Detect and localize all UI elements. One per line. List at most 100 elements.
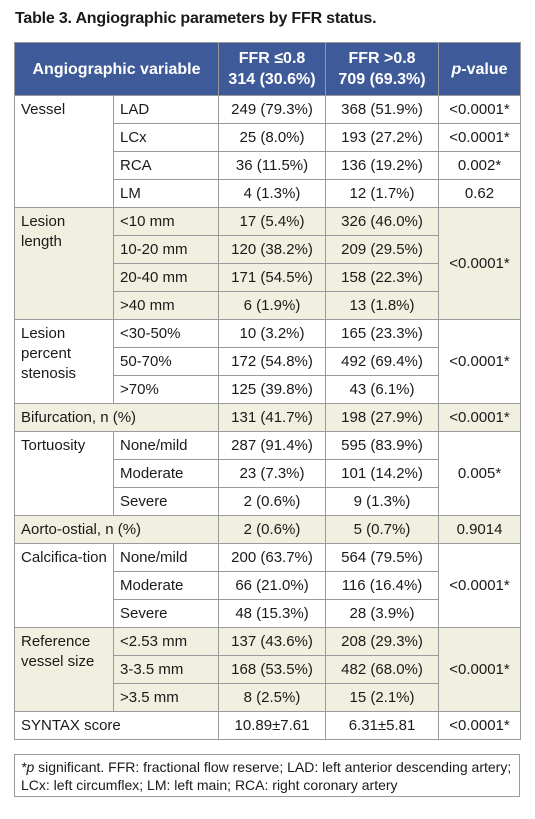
ffr-high-cell: 15 (2.1%) bbox=[325, 683, 440, 712]
p-value-cell: <0.0001* bbox=[438, 403, 522, 432]
ffr-low-cell: 8 (2.5%) bbox=[218, 683, 327, 712]
ffr-low-cell: 4 (1.3%) bbox=[218, 179, 327, 208]
group-label-lesion-length: Lesion length bbox=[14, 207, 114, 320]
ffr-low-cell: 200 (63.7%) bbox=[218, 543, 327, 572]
ffr-high-cell: 9 (1.3%) bbox=[325, 487, 440, 516]
header-p-value: p-value bbox=[438, 42, 522, 96]
subcategory-cell: Severe bbox=[112, 599, 220, 628]
subcategory-cell: >3.5 mm bbox=[112, 683, 220, 712]
ffr-high-cell: 492 (69.4%) bbox=[325, 347, 440, 376]
p-value-cell: <0.0001* bbox=[438, 319, 522, 404]
header-row: Angiographic variable FFR ≤0.8 314 (30.6%… bbox=[13, 42, 522, 96]
ffr-low-cell: 25 (8.0%) bbox=[218, 123, 327, 152]
subcategory-cell: LM bbox=[112, 179, 220, 208]
header-variable: Angiographic variable bbox=[13, 42, 220, 96]
ffr-high-cell: 136 (19.2%) bbox=[325, 151, 440, 180]
subcategory-cell: 10-20 mm bbox=[112, 235, 220, 264]
table-footnote: *p significant. FFR: fractional flow res… bbox=[14, 754, 520, 797]
subcategory-cell: <30-50% bbox=[112, 319, 220, 348]
subcategory-cell: <10 mm bbox=[112, 207, 220, 236]
table-row: 10-20 mm 120 (38.2%) 209 (29.5%) bbox=[15, 235, 521, 264]
subcategory-cell: None/mild bbox=[112, 431, 220, 460]
ffr-high-cell: 208 (29.3%) bbox=[325, 627, 440, 656]
ffr-low-cell: 171 (54.5%) bbox=[218, 263, 327, 292]
ffr-low-cell: 249 (79.3%) bbox=[218, 95, 327, 124]
ffr-high-cell: 28 (3.9%) bbox=[325, 599, 440, 628]
p-value-cell: <0.0001* bbox=[438, 123, 522, 152]
table-row: Vessel LAD 249 (79.3%) 368 (51.9%) <0.0001* bbox=[14, 95, 522, 208]
table-row: Severe 48 (15.3%) 28 (3.9%) bbox=[15, 599, 521, 628]
ffr-low-cell: 10 (3.2%) bbox=[218, 319, 327, 348]
subcategory-cell: >70% bbox=[112, 375, 220, 404]
table-row: SYNTAX score 10.89±7.61 6.31±5.81 <0.0001* bbox=[13, 711, 522, 740]
header-ffr-low: FFR ≤0.8 314 (30.6%) bbox=[218, 42, 327, 96]
ffr-low-cell: 6 (1.9%) bbox=[218, 291, 327, 320]
ffr-low-cell: 36 (11.5%) bbox=[218, 151, 327, 180]
subcategory-cell: LAD bbox=[112, 95, 220, 124]
group-label-tortuosity: Tortuosity bbox=[14, 431, 114, 516]
p-value-cell: 0.005* bbox=[438, 431, 522, 516]
row-label-bifurcation-n: Bifurcation, n (%) bbox=[13, 403, 220, 432]
ffr-high-cell: 13 (1.8%) bbox=[325, 291, 440, 320]
group-label-calcifica-tion: Calcifica-tion bbox=[14, 543, 114, 628]
table-row: Severe 2 (0.6%) 9 (1.3%) bbox=[15, 487, 521, 516]
ffr-low-cell: 23 (7.3%) bbox=[218, 459, 327, 488]
ffr-high-cell: 564 (79.5%) bbox=[325, 543, 440, 572]
ffr-high-cell: 101 (14.2%) bbox=[325, 459, 440, 488]
ffr-low-cell: 66 (21.0%) bbox=[218, 571, 327, 600]
ffr-low-cell: 125 (39.8%) bbox=[218, 375, 327, 404]
p-value-cell: <0.0001* bbox=[438, 711, 522, 740]
subcategory-cell: 3-3.5 mm bbox=[112, 655, 220, 684]
ffr-low-cell: 2 (0.6%) bbox=[218, 515, 327, 544]
table-row: 50-70% 172 (54.8%) 492 (69.4%) bbox=[15, 347, 521, 376]
subcategory-cell: >40 mm bbox=[112, 291, 220, 320]
angiographic-table: Angiographic variable FFR ≤0.8 314 (30.6%… bbox=[13, 42, 522, 740]
table-row: Bifurcation, n (%) 131 (41.7%) 198 (27.9%)… bbox=[13, 403, 522, 432]
table-row: 20-40 mm 171 (54.5%) 158 (22.3%) bbox=[15, 263, 521, 292]
ffr-high-cell: 43 (6.1%) bbox=[325, 375, 440, 404]
subcategory-cell: Severe bbox=[112, 487, 220, 516]
ffr-low-cell: 287 (91.4%) bbox=[218, 431, 327, 460]
row-label-syntax-score: SYNTAX score bbox=[13, 711, 220, 740]
table-row: Aorto-ostial, n (%) 2 (0.6%) 5 (0.7%) 0.901… bbox=[13, 515, 522, 544]
group-label-reference-vessel-size: Reference vessel size bbox=[14, 627, 114, 712]
header-ffr-high: FFR >0.8 709 (69.3%) bbox=[325, 42, 440, 96]
ffr-high-cell: 165 (23.3%) bbox=[325, 319, 440, 348]
ffr-high-cell: 5 (0.7%) bbox=[325, 515, 440, 544]
p-value-cell: 0.9014 bbox=[438, 515, 522, 544]
ffr-low-cell: 120 (38.2%) bbox=[218, 235, 327, 264]
ffr-high-cell: 595 (83.9%) bbox=[325, 431, 440, 460]
ffr-low-cell: 17 (5.4%) bbox=[218, 207, 327, 236]
subcategory-cell: None/mild bbox=[112, 543, 220, 572]
subcategory-cell: <2.53 mm bbox=[112, 627, 220, 656]
ffr-high-cell: 326 (46.0%) bbox=[325, 207, 440, 236]
subcategory-cell: Moderate bbox=[112, 571, 220, 600]
ffr-high-cell: 368 (51.9%) bbox=[325, 95, 440, 124]
table-row: Reference vessel size <2.53 mm 137 (43.6%)… bbox=[14, 627, 522, 712]
ffr-high-cell: 198 (27.9%) bbox=[325, 403, 440, 432]
ffr-high-cell: 12 (1.7%) bbox=[325, 179, 440, 208]
ffr-low-cell: 168 (53.5%) bbox=[218, 655, 327, 684]
table-row: Moderate 23 (7.3%) 101 (14.2%) bbox=[15, 459, 521, 488]
table-row: Lesion percent stenosis <30-50% 10 (3.2%) 1… bbox=[14, 319, 522, 404]
p-value-cell: 0.002* bbox=[438, 151, 522, 180]
subcategory-cell: Moderate bbox=[112, 459, 220, 488]
ffr-high-cell: 209 (29.5%) bbox=[325, 235, 440, 264]
subcategory-cell: RCA bbox=[112, 151, 220, 180]
table-row: Calcifica-tion None/mild 200 (63.7%) 564 (7… bbox=[14, 543, 522, 628]
ffr-low-cell: 131 (41.7%) bbox=[218, 403, 327, 432]
table-row: RCA 36 (11.5%) 136 (19.2%) 0.002* bbox=[15, 151, 522, 180]
ffr-high-cell: 6.31±5.81 bbox=[325, 711, 440, 740]
subcategory-cell: LCx bbox=[112, 123, 220, 152]
p-value-cell: <0.0001* bbox=[438, 627, 522, 712]
ffr-low-cell: 2 (0.6%) bbox=[218, 487, 327, 516]
table-title: Table 3. Angiographic parameters by FFR … bbox=[15, 10, 377, 27]
table-row: >3.5 mm 8 (2.5%) 15 (2.1%) bbox=[15, 683, 521, 712]
p-value-cell: 0.62 bbox=[438, 179, 522, 208]
ffr-low-cell: 48 (15.3%) bbox=[218, 599, 327, 628]
ffr-high-cell: 116 (16.4%) bbox=[325, 571, 440, 600]
ffr-low-cell: 137 (43.6%) bbox=[218, 627, 327, 656]
group-label-vessel: Vessel bbox=[14, 95, 114, 208]
ffr-low-cell: 172 (54.8%) bbox=[218, 347, 327, 376]
